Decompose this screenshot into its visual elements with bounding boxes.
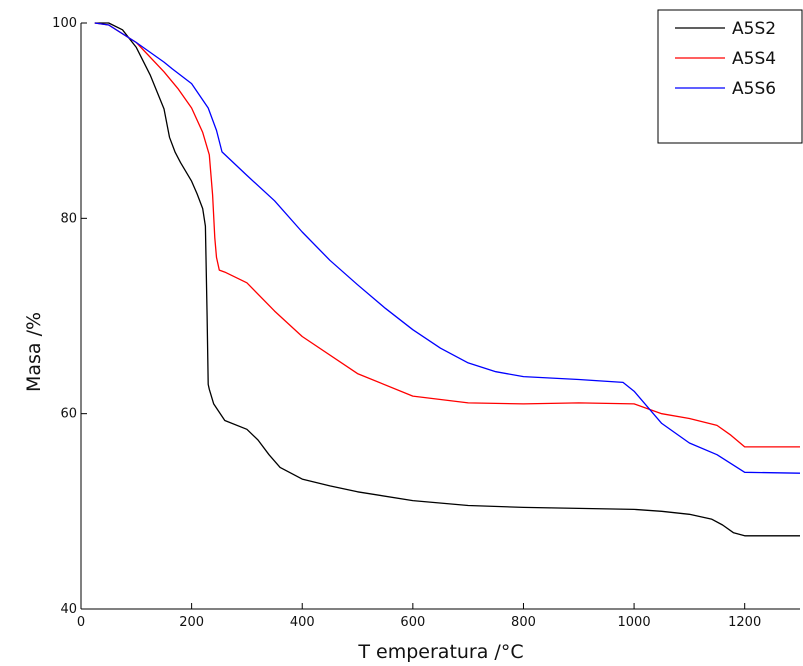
x-tick-label: 800 xyxy=(511,615,536,630)
x-tick-label: 400 xyxy=(290,615,315,630)
x-tick-label: 0 xyxy=(77,615,85,630)
x-axis-label: T emperatura /°C xyxy=(357,641,523,663)
x-tick-label: 200 xyxy=(179,615,204,630)
y-tick-label: 80 xyxy=(60,211,77,226)
series-layer xyxy=(94,22,801,537)
series-line-a5s2 xyxy=(94,22,800,537)
y-tick-label: 60 xyxy=(60,407,77,422)
x-tick-label: 1000 xyxy=(618,615,651,630)
y-axis-label: Masa /% xyxy=(23,312,45,392)
series-line-a5s4 xyxy=(94,22,800,448)
y-axis-ticks: 40 60 80 100 xyxy=(52,16,87,617)
y-tick-label: 100 xyxy=(52,16,77,31)
legend-label: A5S2 xyxy=(732,19,776,39)
legend-box xyxy=(657,9,803,144)
legend-label: A5S4 xyxy=(732,49,776,69)
axes xyxy=(80,23,800,610)
x-tick-label: 600 xyxy=(400,615,425,630)
series-line-a5s6 xyxy=(94,22,801,474)
legend: A5S2 A5S4 A5S6 xyxy=(657,9,803,144)
y-tick-label: 40 xyxy=(60,602,77,617)
x-tick-label: 1200 xyxy=(728,615,761,630)
x-axis-ticks: 0 200 400 600 800 1000 1200 xyxy=(77,603,761,630)
legend-label: A5S6 xyxy=(732,79,776,99)
